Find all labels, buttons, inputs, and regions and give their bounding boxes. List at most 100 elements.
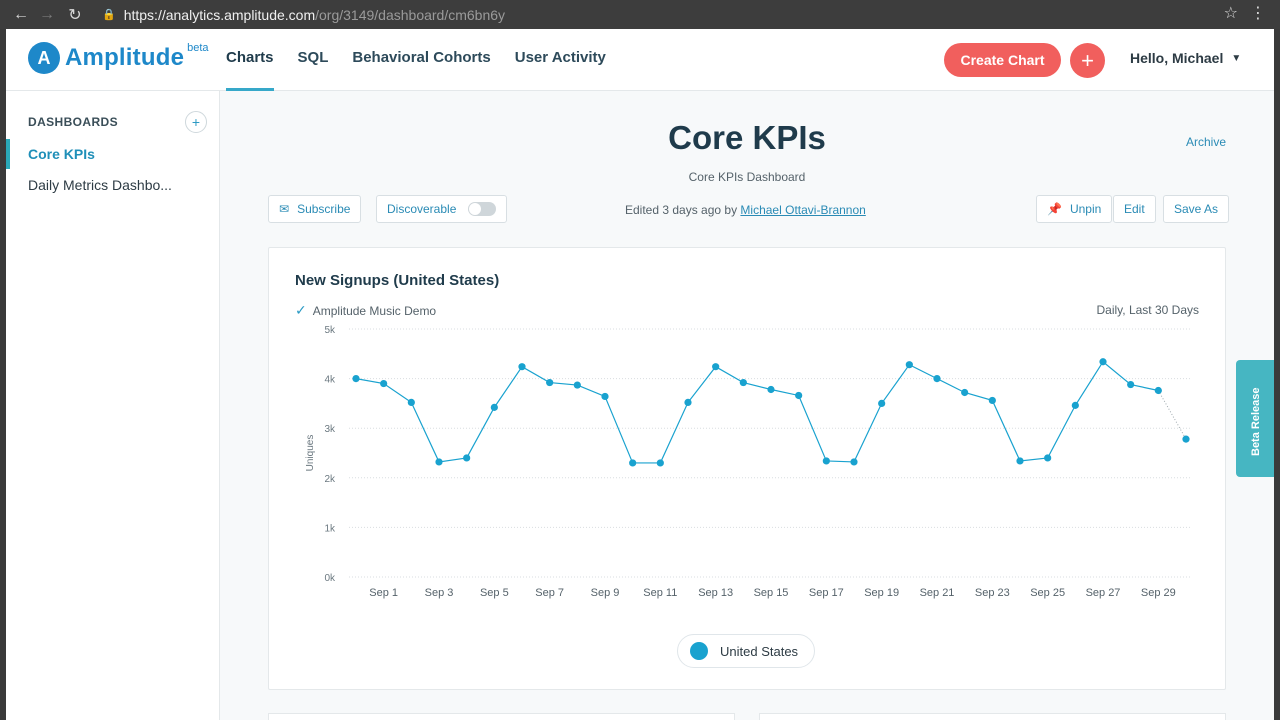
- edit-label: Edit: [1124, 202, 1145, 216]
- data-point: [629, 459, 637, 467]
- logo-text: Amplitude: [65, 44, 185, 71]
- envelope-icon: ✉: [279, 202, 290, 216]
- y-tick-label: 3k: [324, 424, 336, 435]
- sidebar-item-daily-metrics[interactable]: Daily Metrics Dashbo...: [28, 177, 172, 193]
- data-point: [435, 458, 443, 466]
- browser-toolbar: ← → ↻ 🔒 https://analytics.amplitude.com /…: [0, 0, 1280, 29]
- data-point: [988, 396, 996, 405]
- data-point: [573, 381, 581, 389]
- data-point: [961, 388, 969, 397]
- editor-link[interactable]: Michael Ottavi-Brannon: [740, 203, 866, 217]
- x-tick-label: Sep 9: [591, 587, 620, 599]
- data-point: [1154, 386, 1162, 395]
- dashboard-main: Core KPIs Archive Core KPIs Dashboard ✉ …: [220, 91, 1274, 720]
- series-line-united-states: [355, 360, 1159, 464]
- caret-down-icon: ▼: [1231, 52, 1242, 64]
- data-point: [850, 458, 858, 466]
- x-tick-label: Sep 1: [369, 587, 398, 599]
- nav-charts[interactable]: Charts: [226, 29, 274, 91]
- y-tick-label: 4k: [324, 375, 336, 386]
- star-icon[interactable]: ☆: [1223, 5, 1238, 22]
- data-point: [822, 457, 830, 465]
- y-tick-label: 2k: [324, 474, 336, 485]
- dashboards-heading: DASHBOARDS: [28, 115, 119, 129]
- amplitude-app: A Amplitude beta Charts SQL Behavioral C…: [6, 29, 1274, 720]
- data-point: [1044, 454, 1052, 462]
- data-point: [1182, 435, 1190, 443]
- data-point: [739, 378, 747, 387]
- toggle-switch[interactable]: [468, 202, 497, 216]
- data-point: [601, 392, 609, 401]
- incomplete-segment: [1157, 390, 1187, 440]
- sidebar-item-core-kpis[interactable]: Core KPIs: [6, 139, 219, 169]
- data-point: [933, 375, 941, 383]
- amplitude-logo[interactable]: A Amplitude beta: [28, 42, 209, 74]
- x-tick-label: Sep 19: [864, 587, 899, 599]
- nav-links: Charts SQL Behavioral Cohorts User Activ…: [226, 29, 630, 91]
- unpin-button[interactable]: 📌 Unpin: [1036, 195, 1113, 223]
- data-point: [463, 454, 471, 462]
- url-path: /org/3149/dashboard/cm6bn6y: [315, 6, 506, 23]
- user-menu[interactable]: Hello, Michael ▼: [1130, 50, 1241, 66]
- archive-link[interactable]: Archive: [1185, 135, 1226, 149]
- kebab-menu-icon[interactable]: ⋮: [1250, 5, 1266, 22]
- data-point: [795, 391, 803, 400]
- discoverable-toggle[interactable]: Discoverable: [376, 195, 508, 223]
- logo-beta: beta: [187, 42, 209, 54]
- y-axis-title: Uniques: [305, 435, 316, 472]
- pin-icon: 📌: [1047, 202, 1062, 216]
- add-new-button[interactable]: +: [1070, 43, 1105, 78]
- url-domain: https://analytics.amplitude.com: [123, 6, 316, 23]
- legend-swatch: [690, 642, 708, 660]
- subscribe-button[interactable]: ✉ Subscribe: [268, 195, 362, 223]
- edited-prefix: Edited 3 days ago by: [625, 203, 738, 217]
- x-tick-label: Sep 3: [425, 587, 454, 599]
- data-point: [684, 398, 692, 407]
- project-label: ✓ Amplitude Music Demo: [295, 302, 436, 319]
- add-dashboard-button[interactable]: +: [185, 111, 207, 133]
- reload-icon[interactable]: ↻: [68, 6, 82, 24]
- legend-item-united-states[interactable]: United States: [677, 634, 816, 668]
- x-tick-label: Sep 5: [480, 587, 509, 599]
- edit-button[interactable]: Edit: [1113, 195, 1156, 223]
- subscribe-label: Subscribe: [297, 202, 351, 216]
- x-tick-label: Sep 23: [975, 587, 1010, 599]
- nav-sql[interactable]: SQL: [297, 49, 329, 66]
- chart-title[interactable]: New Signups (United States): [295, 272, 500, 289]
- x-tick-label: Sep 7: [535, 587, 564, 599]
- data-point: [1016, 457, 1024, 465]
- x-tick-label: Sep 17: [809, 587, 844, 599]
- beta-release-tab[interactable]: Beta Release: [1236, 360, 1274, 477]
- dashboard-subtitle: Core KPIs Dashboard: [688, 170, 806, 184]
- y-tick-label: 0k: [324, 573, 336, 584]
- project-name: Amplitude Music Demo: [312, 303, 437, 318]
- dashboard-card-preview: [759, 713, 1226, 720]
- x-tick-label: Sep 25: [1030, 587, 1065, 599]
- x-tick-label: Sep 13: [698, 587, 733, 599]
- x-tick-label: Sep 11: [643, 587, 677, 599]
- nav-behavioral-cohorts[interactable]: Behavioral Cohorts: [352, 49, 491, 66]
- lock-icon: 🔒: [102, 9, 116, 21]
- greeting-text: Hello, Michael: [1130, 50, 1224, 66]
- x-tick-label: Sep 15: [754, 587, 789, 599]
- dashboard-title: Core KPIs: [668, 119, 826, 156]
- data-point: [767, 385, 775, 394]
- forward-icon[interactable]: →: [39, 5, 55, 23]
- data-point: [518, 363, 526, 371]
- amplitude-logo-icon: A: [28, 42, 60, 74]
- nav-user-activity[interactable]: User Activity: [514, 49, 606, 66]
- data-point: [656, 459, 664, 467]
- date-range: Daily, Last 30 Days: [1096, 303, 1200, 317]
- data-point: [352, 375, 360, 383]
- save-as-button[interactable]: Save As: [1163, 195, 1230, 223]
- chart-card: New Signups (United States) ✓ Amplitude …: [268, 247, 1226, 690]
- data-point: [905, 361, 913, 369]
- x-tick-label: Sep 29: [1141, 587, 1176, 599]
- data-point: [712, 363, 720, 371]
- sidebar: DASHBOARDS + Core KPIs Daily Metrics Das…: [6, 91, 220, 720]
- y-tick-label: 5k: [324, 325, 336, 336]
- data-point: [546, 378, 554, 387]
- address-bar[interactable]: 🔒 https://analytics.amplitude.com/org/31…: [102, 7, 505, 23]
- create-chart-button[interactable]: Create Chart: [944, 43, 1061, 77]
- back-icon[interactable]: ←: [13, 5, 29, 23]
